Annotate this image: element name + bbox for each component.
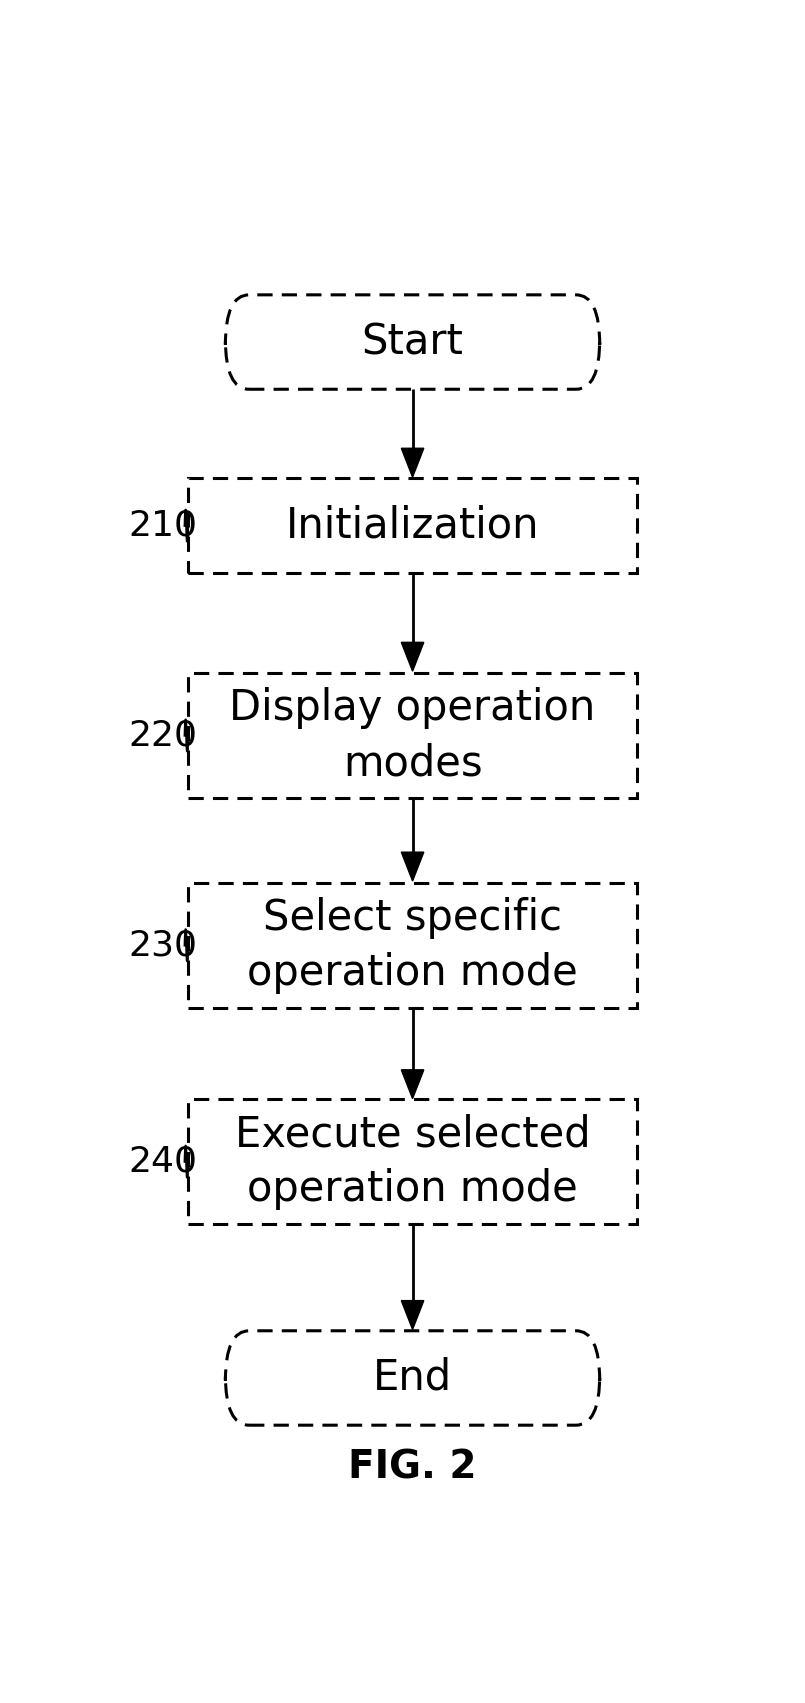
Text: 220: 220 — [129, 719, 197, 753]
Text: FIG. 2: FIG. 2 — [349, 1449, 477, 1487]
FancyBboxPatch shape — [225, 295, 600, 390]
FancyBboxPatch shape — [188, 1100, 638, 1224]
Text: Start: Start — [361, 322, 464, 363]
Text: 230: 230 — [129, 928, 197, 962]
Text: 210: 210 — [129, 509, 197, 543]
Text: Execute selected
operation mode: Execute selected operation mode — [235, 1114, 590, 1211]
Text: End: End — [373, 1357, 452, 1398]
Text: Initialization: Initialization — [286, 504, 539, 547]
Polygon shape — [402, 1069, 423, 1098]
FancyBboxPatch shape — [188, 479, 638, 572]
Text: 240: 240 — [129, 1144, 197, 1178]
Text: Display operation
modes: Display operation modes — [229, 686, 596, 783]
Polygon shape — [402, 852, 423, 880]
FancyBboxPatch shape — [225, 1330, 600, 1425]
FancyBboxPatch shape — [188, 673, 638, 797]
Polygon shape — [402, 642, 423, 671]
Polygon shape — [402, 1301, 423, 1330]
Text: Select specific
operation mode: Select specific operation mode — [247, 897, 578, 995]
Polygon shape — [402, 448, 423, 477]
FancyBboxPatch shape — [188, 882, 638, 1008]
